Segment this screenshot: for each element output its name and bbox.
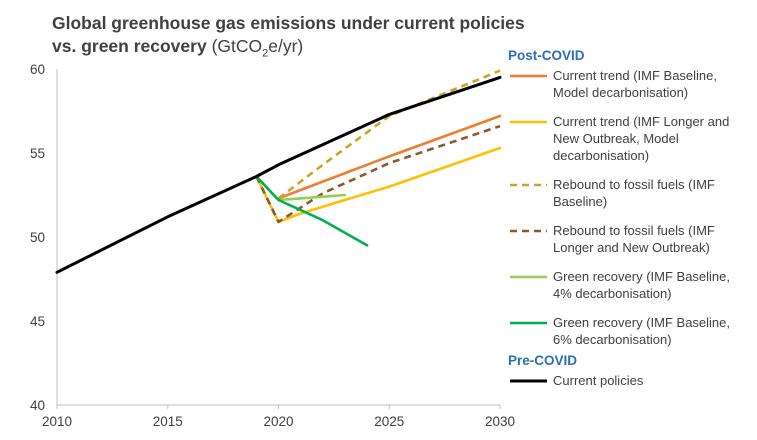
- legend-label: Baseline): [553, 194, 607, 209]
- y-tick-label: 60: [30, 62, 45, 77]
- legend-label: Green recovery (IMF Baseline,: [553, 315, 730, 330]
- legend-label: Current trend (IMF Baseline,: [553, 68, 717, 83]
- legend-label: Longer and New Outbreak): [553, 240, 710, 255]
- y-tick-label: 40: [30, 398, 45, 413]
- axes: 40 45 50 55 60 2010 2015 2020 2025 2030: [30, 62, 515, 429]
- legend-label: 4% decarbonisation): [553, 286, 672, 301]
- chart-title-unit: (GtCO2e/yr): [211, 36, 304, 60]
- legend-label: Current policies: [553, 373, 644, 388]
- legend-label: 6% decarbonisation): [553, 332, 672, 347]
- chart-title-main: Global greenhouse gas emissions under cu…: [52, 13, 525, 56]
- legend-label: New Outbreak, Model: [553, 131, 679, 146]
- legend-heading: Pre-COVID: [508, 353, 577, 368]
- x-tick-label: 2010: [42, 414, 72, 429]
- legend-label: Model decarbonisation): [553, 85, 688, 100]
- legend: Post-COVID Current trend (IMF Baseline, Mo…: [508, 48, 730, 388]
- legend-label: Rebound to fossil fuels (IMF: [553, 223, 715, 238]
- legend-label: decarbonisation): [553, 148, 649, 163]
- series-line-7: [55, 75, 502, 274]
- series-lines: [55, 69, 502, 274]
- legend-label: Rebound to fossil fuels (IMF: [553, 177, 715, 192]
- x-tick-label: 2025: [374, 414, 404, 429]
- series-line-3: [277, 69, 501, 200]
- x-tick-label: 2015: [153, 414, 183, 429]
- x-tick-label: 2030: [485, 414, 515, 429]
- y-tick-label: 50: [30, 230, 45, 245]
- legend-label: Current trend (IMF Longer and: [553, 114, 729, 129]
- chart-title: Global greenhouse gas emissions under cu…: [52, 12, 552, 66]
- y-tick-label: 55: [30, 146, 45, 161]
- legend-heading: Post-COVID: [508, 48, 585, 63]
- series-line-1: [277, 114, 502, 200]
- y-tick-label: 45: [30, 314, 45, 329]
- x-tick-label: 2020: [263, 414, 293, 429]
- series-line-6: [255, 175, 369, 247]
- legend-label: Green recovery (IMF Baseline,: [553, 269, 730, 284]
